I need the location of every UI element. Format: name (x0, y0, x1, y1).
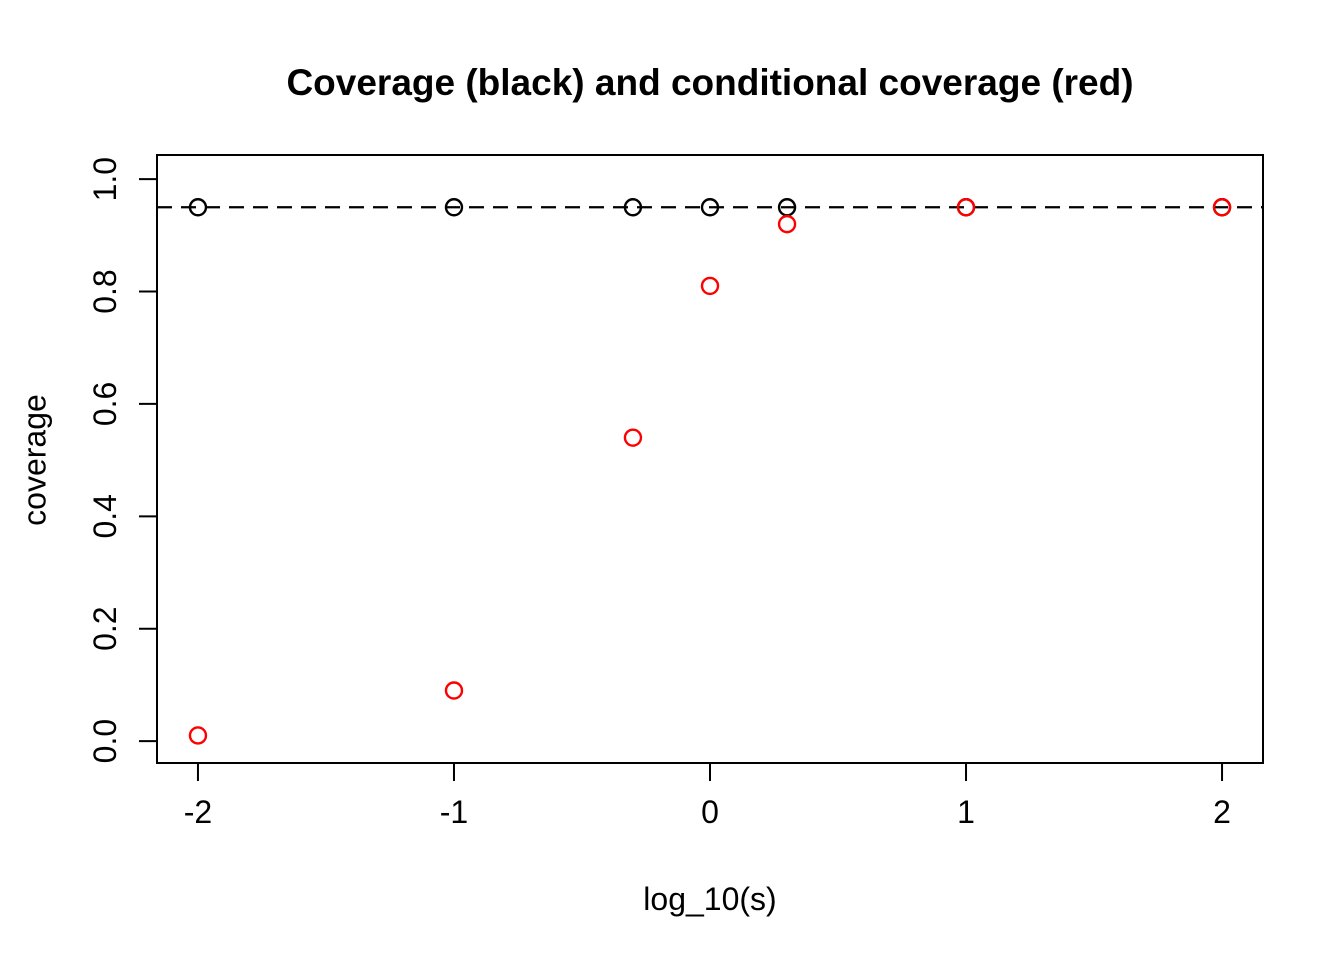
data-point-coverage (188, 198, 208, 217)
data-point-conditional-coverage (1212, 198, 1232, 217)
x-axis-tick-label: -1 (440, 794, 468, 830)
y-axis-tick-label: 0.2 (87, 606, 123, 650)
data-point-coverage (623, 198, 643, 217)
data-point-conditional-coverage (444, 681, 464, 700)
y-axis-tick-label: 0.0 (87, 719, 123, 763)
x-axis-tick-label: 2 (1213, 794, 1231, 830)
data-point-conditional-coverage (623, 428, 643, 447)
data-point-conditional-coverage (956, 198, 976, 217)
x-axis-label: log_10(s) (643, 881, 777, 917)
y-axis-tick-label: 0.6 (87, 382, 123, 426)
data-point-coverage (700, 198, 720, 217)
plot-box (156, 154, 1264, 764)
y-axis-tick-label: 0.8 (87, 269, 123, 313)
x-axis-tick-label: 0 (701, 794, 719, 830)
y-axis-tick-label: 1.0 (87, 157, 123, 201)
data-point-conditional-coverage (188, 726, 208, 745)
chart-title: Coverage (black) and conditional coverag… (286, 62, 1134, 103)
y-axis-tick-label: 0.4 (87, 494, 123, 538)
data-point-conditional-coverage (700, 276, 720, 296)
x-axis-tick-label: -2 (184, 794, 212, 830)
data-point-coverage (444, 198, 464, 217)
x-axis-tick-label: 1 (957, 794, 975, 830)
data-point-conditional-coverage (777, 214, 797, 234)
